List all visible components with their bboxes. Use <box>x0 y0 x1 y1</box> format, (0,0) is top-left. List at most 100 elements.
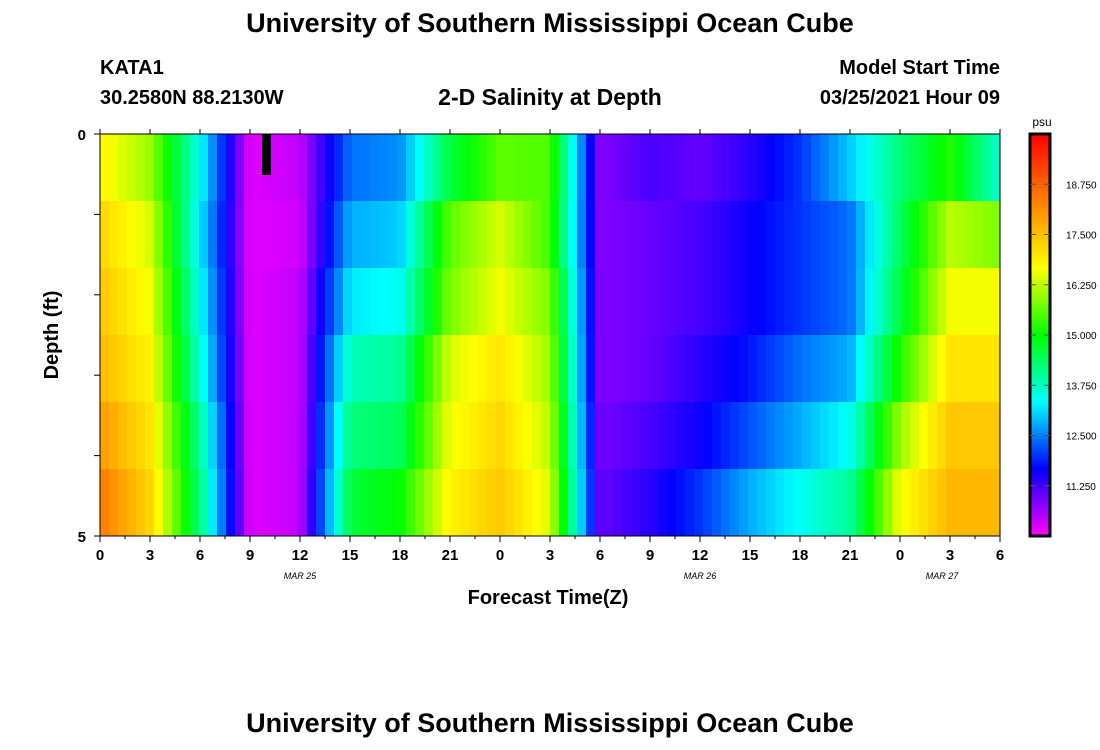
heatmap-cell <box>145 201 155 269</box>
heatmap-cell <box>325 402 335 470</box>
heatmap-cell <box>676 134 686 202</box>
heatmap-cell <box>262 335 272 403</box>
heatmap-cell <box>496 402 506 470</box>
heatmap-cell <box>658 268 668 336</box>
heatmap-cell <box>496 335 506 403</box>
heatmap-cell <box>406 402 416 470</box>
heatmap-cell <box>937 335 947 403</box>
heatmap-cell <box>694 469 704 536</box>
heatmap-cell <box>730 268 740 336</box>
heatmap-cell <box>802 134 812 202</box>
heatmap-cell <box>469 268 479 336</box>
heatmap-cell <box>154 402 164 470</box>
heatmap-cell <box>370 335 380 403</box>
heatmap-cell <box>469 201 479 269</box>
heatmap-cell <box>559 134 569 202</box>
heatmap-cell <box>766 268 776 336</box>
heatmap-cell <box>235 134 245 202</box>
heatmap-cell <box>703 469 713 536</box>
heatmap-cell <box>577 335 587 403</box>
heatmap-cell <box>334 134 344 202</box>
heatmap-cell <box>316 335 326 403</box>
heatmap-cell <box>748 402 758 470</box>
heatmap-cell <box>109 469 119 536</box>
heatmap-cell <box>838 402 848 470</box>
heatmap-cell <box>748 201 758 269</box>
heatmap-cell <box>883 268 893 336</box>
heatmap-cell <box>163 402 173 470</box>
heatmap-cell <box>118 268 128 336</box>
heatmap-cell <box>712 402 722 470</box>
heatmap-cell <box>343 402 353 470</box>
heatmap-cell <box>640 134 650 202</box>
heatmap-cell <box>883 201 893 269</box>
heatmap-cell <box>802 469 812 536</box>
heatmap-cell <box>892 134 902 202</box>
heatmap-cell <box>910 268 920 336</box>
heatmap-cell <box>631 402 641 470</box>
heatmap-cell <box>262 201 272 269</box>
heatmap-cell <box>730 134 740 202</box>
x-tick-label: 0 <box>96 547 104 564</box>
heatmap-cell <box>172 335 182 403</box>
heatmap-cell <box>784 335 794 403</box>
heatmap-cell <box>352 335 362 403</box>
station-id: KATA1 <box>100 57 164 79</box>
heatmap-cell <box>316 402 326 470</box>
heatmap-cell <box>487 134 497 202</box>
heatmap-cell <box>208 201 218 269</box>
heatmap-cell <box>820 134 830 202</box>
heatmap-cell <box>172 402 182 470</box>
heatmap-cell <box>604 335 614 403</box>
heatmap-cell <box>829 268 839 336</box>
heatmap-cell <box>676 335 686 403</box>
heatmap-cell <box>577 201 587 269</box>
x-tick-label: 18 <box>392 547 409 564</box>
heatmap-cell <box>694 134 704 202</box>
heatmap-cell <box>208 402 218 470</box>
heatmap-cell <box>973 402 983 470</box>
heatmap-cell <box>523 134 533 202</box>
heatmap-cell <box>595 268 605 336</box>
heatmap-cell <box>928 335 938 403</box>
heatmap-cell <box>181 335 191 403</box>
model-start-value: 03/25/2021 Hour 09 <box>819 87 1000 109</box>
heatmap-cell <box>532 402 542 470</box>
heatmap-cell <box>442 402 452 470</box>
heatmap-cell <box>217 335 227 403</box>
heatmap-cell <box>244 402 254 470</box>
heatmap-cell <box>514 268 524 336</box>
heatmap-cell <box>496 268 506 336</box>
heatmap-cell <box>712 469 722 536</box>
heatmap-cell <box>640 469 650 536</box>
heatmap-cell <box>352 402 362 470</box>
heatmap-cell <box>280 134 290 202</box>
heatmap-cell <box>226 201 236 269</box>
heatmap-cell <box>334 201 344 269</box>
heatmap-cell <box>487 268 497 336</box>
heatmap-cell <box>226 335 236 403</box>
x-axis-label: Forecast Time(Z) <box>468 587 629 609</box>
heatmap-cell <box>541 201 551 269</box>
x-tick-label: 3 <box>946 547 954 564</box>
heatmap-cell <box>226 134 236 202</box>
heatmap-cell <box>379 402 389 470</box>
heatmap-cell <box>190 469 200 536</box>
heatmap-cell <box>937 402 947 470</box>
heatmap-cell <box>307 402 317 470</box>
heatmap-cell <box>190 201 200 269</box>
heatmap-cell <box>460 134 470 202</box>
heatmap-cell <box>919 335 929 403</box>
heatmap-cell <box>901 134 911 202</box>
heatmap-cell <box>901 402 911 470</box>
colorbar-tick-label: 13.750 <box>1066 381 1097 392</box>
heatmap-cell <box>793 335 803 403</box>
heatmap-cell <box>865 268 875 336</box>
heatmap-cell <box>802 268 812 336</box>
heatmap-cell <box>244 134 254 202</box>
heatmap-cell <box>892 469 902 536</box>
heatmap-cell <box>586 134 596 202</box>
heatmap-cell <box>901 268 911 336</box>
heatmap-cell <box>730 469 740 536</box>
heatmap-cell <box>685 134 695 202</box>
